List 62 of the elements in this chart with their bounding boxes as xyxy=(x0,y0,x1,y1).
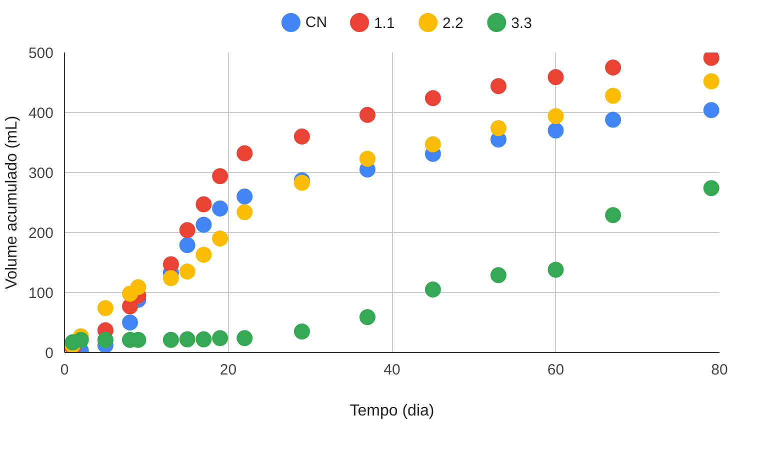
point xyxy=(196,196,212,212)
point xyxy=(605,112,622,128)
point xyxy=(179,222,196,238)
point xyxy=(97,300,114,316)
point xyxy=(490,120,506,136)
point xyxy=(490,78,506,94)
y-tick-label: 300 xyxy=(28,165,54,182)
point xyxy=(162,270,179,286)
point xyxy=(236,188,253,204)
point xyxy=(605,207,622,224)
x-tick-label: 0 xyxy=(60,362,69,378)
y-tick-label: 500 xyxy=(28,45,54,62)
point xyxy=(162,256,179,272)
x-tick-label: 20 xyxy=(220,362,237,378)
point xyxy=(162,332,179,348)
point xyxy=(212,200,228,216)
point xyxy=(212,230,228,246)
point xyxy=(236,330,253,346)
point xyxy=(605,88,622,104)
point xyxy=(359,106,376,123)
point xyxy=(605,60,622,76)
y-axis-title: Volume acumulado (mL) xyxy=(3,116,20,290)
legend-label: CN xyxy=(305,14,328,31)
legend-label: 2.2 xyxy=(442,15,464,32)
point xyxy=(703,180,720,196)
point xyxy=(424,90,441,106)
x-tick-label: 40 xyxy=(384,362,400,378)
point xyxy=(179,331,196,348)
point xyxy=(236,204,253,220)
point xyxy=(424,282,441,298)
point xyxy=(359,309,376,326)
point xyxy=(130,279,146,296)
point xyxy=(703,102,720,118)
point xyxy=(703,73,720,90)
point xyxy=(179,264,196,280)
point xyxy=(548,122,564,138)
point xyxy=(122,314,138,330)
point xyxy=(294,324,310,340)
point xyxy=(212,330,228,346)
point xyxy=(490,267,506,284)
y-tick-label: 400 xyxy=(28,105,54,122)
point xyxy=(294,128,310,144)
point xyxy=(196,216,212,233)
legend-label: 3.3 xyxy=(511,15,532,32)
x-axis-title: Tempo (dia) xyxy=(350,402,434,420)
point xyxy=(196,331,212,348)
point xyxy=(548,262,564,278)
y-tick-label: 100 xyxy=(28,285,54,302)
point xyxy=(179,237,196,254)
point xyxy=(97,332,114,348)
point xyxy=(424,136,441,152)
point xyxy=(359,150,376,167)
x-tick-label: 60 xyxy=(547,362,564,378)
y-tick-label: 0 xyxy=(45,345,54,362)
point xyxy=(196,246,212,263)
y-tick-label: 200 xyxy=(28,225,54,242)
point xyxy=(212,168,228,184)
point xyxy=(548,69,564,86)
point xyxy=(236,145,253,162)
point xyxy=(548,108,564,124)
legend-label: 1.1 xyxy=(374,15,395,32)
x-tick-label: 80 xyxy=(711,362,728,378)
